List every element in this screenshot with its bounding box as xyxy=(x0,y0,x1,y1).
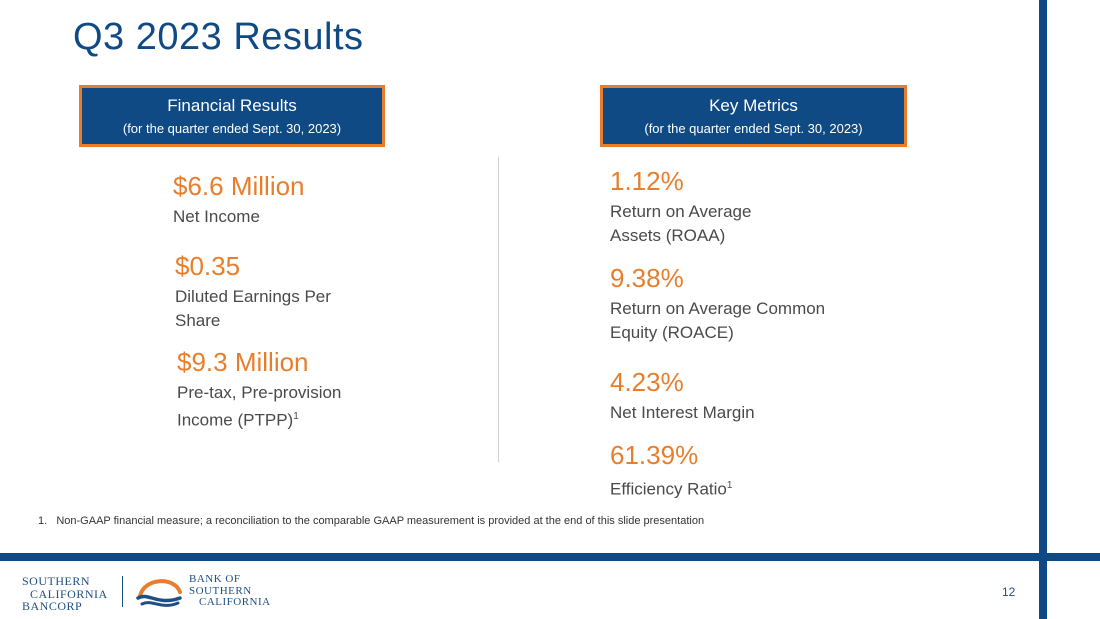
key-metrics-subtitle: (for the quarter ended Sept. 30, 2023) xyxy=(644,121,863,136)
logo-line: Southern xyxy=(22,574,91,588)
southern-california-bancorp-logo: Southern California Bancorp xyxy=(22,575,108,613)
metric-value: 61.39% xyxy=(610,440,699,470)
key-metrics-header: Key Metrics (for the quarter ended Sept.… xyxy=(600,85,907,147)
logo-line: Bancorp xyxy=(22,599,83,613)
financial-results-title: Financial Results xyxy=(167,96,297,115)
metric-nim: 4.23% Net Interest Margin xyxy=(610,367,755,425)
metric-net-income: $6.6 Million Net Income xyxy=(173,171,305,229)
financial-results-subtitle: (for the quarter ended Sept. 30, 2023) xyxy=(122,121,342,136)
metric-roaa: 1.12% Return on Average Assets (ROAA) xyxy=(610,166,751,248)
footnote-marker: 1 xyxy=(726,480,733,491)
footnote-marker: 1 xyxy=(293,411,299,422)
logo-line: California xyxy=(30,586,108,601)
logo-line: California xyxy=(199,596,271,608)
right-accent-bar xyxy=(1039,0,1047,619)
logo-separator xyxy=(122,576,123,607)
metric-diluted-eps: $0.35 Diluted Earnings Per Share xyxy=(175,251,365,333)
metric-value: 9.38% xyxy=(610,263,684,293)
metric-label-line: Return on Average Common xyxy=(610,299,826,318)
metric-value: $0.35 xyxy=(175,251,241,281)
metric-label-line: Equity (ROACE) xyxy=(610,323,734,342)
metric-roace: 9.38% Return on Average Common Equity (R… xyxy=(610,263,825,345)
metric-label-text: Pre-tax, Pre-provision Income (PTPP) xyxy=(177,383,342,430)
page-title: Q3 2023 Results xyxy=(73,16,364,58)
column-divider xyxy=(498,157,499,462)
logo-line: Southern xyxy=(189,584,252,597)
metric-value: $6.6 Million xyxy=(173,171,305,201)
metric-label-text: Efficiency Ratio xyxy=(610,479,727,499)
metric-label: Return on Average Common Equity (ROACE) xyxy=(610,297,825,345)
footer-accent-bar xyxy=(0,553,1100,561)
metric-label: Diluted Earnings Per Share xyxy=(175,287,331,330)
metric-label: Efficiency Ratio1 xyxy=(610,474,732,502)
metric-label-line: Assets (ROAA) xyxy=(610,226,726,245)
metric-value: $9.3 Million xyxy=(177,347,309,377)
financial-results-header: Financial Results (for the quarter ended… xyxy=(79,85,385,147)
metric-label: Net Income xyxy=(173,207,260,226)
metric-label: Pre-tax, Pre-provision Income (PTPP)1 xyxy=(177,381,377,433)
metric-value: 1.12% xyxy=(610,166,684,196)
page-number: 12 xyxy=(1002,585,1016,599)
key-metrics-title: Key Metrics xyxy=(709,96,798,115)
bank-wave-logo-icon xyxy=(136,579,182,607)
metric-efficiency-ratio: 61.39% Efficiency Ratio1 xyxy=(610,440,732,502)
metric-ptpp: $9.3 Million Pre-tax, Pre-provision Inco… xyxy=(177,347,377,433)
footnote: 1. Non-GAAP financial measure; a reconci… xyxy=(38,515,705,527)
metric-value: 4.23% xyxy=(610,367,684,397)
bank-of-southern-california-logo: Bank of Southern California xyxy=(189,573,271,609)
metric-label: Net Interest Margin xyxy=(610,403,755,422)
metric-label: Return on Average Assets (ROAA) xyxy=(610,200,751,248)
logo-line: Bank of xyxy=(189,573,241,585)
metric-label-line: Return on Average xyxy=(610,202,752,221)
